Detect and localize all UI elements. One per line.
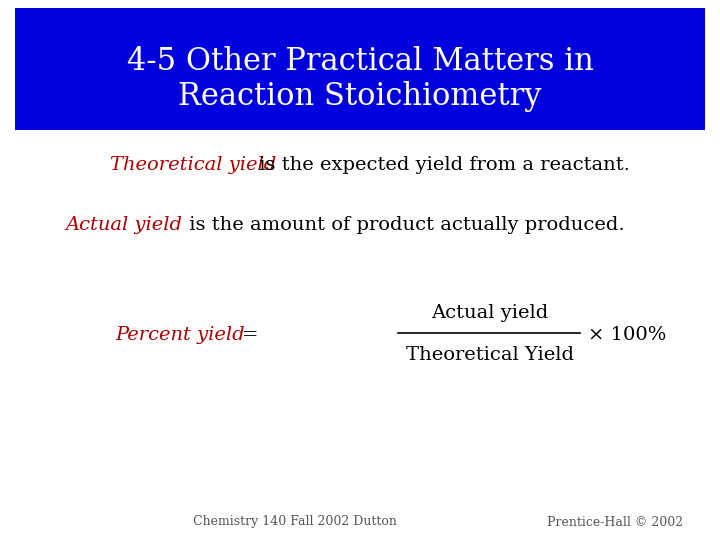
Text: Prentice-Hall © 2002: Prentice-Hall © 2002 [547,516,683,529]
Text: × 100%: × 100% [588,326,667,344]
Bar [15,8,705,130]
Text: Actual yield: Actual yield [431,304,549,322]
Text: Actual yield: Actual yield [65,216,182,234]
Text: 4-5 Other Practical Matters in: 4-5 Other Practical Matters in [127,46,593,78]
Text: is the amount of product actually produced.: is the amount of product actually produc… [183,216,625,234]
Text: =: = [242,326,258,344]
Text: is the expected yield from a reactant.: is the expected yield from a reactant. [253,156,630,174]
Text: Theoretical yield is the expected yield from a reactant.: Theoretical yield is the expected yield … [110,156,653,174]
Text: Theoretical Yield: Theoretical Yield [406,346,574,364]
Text: Theoretical yield: Theoretical yield [110,156,276,174]
Text: Percent yield: Percent yield [115,326,245,344]
Text: Chemistry 140 Fall 2002 Dutton: Chemistry 140 Fall 2002 Dutton [193,516,397,529]
Text: Reaction Stoichiometry: Reaction Stoichiometry [179,80,541,111]
